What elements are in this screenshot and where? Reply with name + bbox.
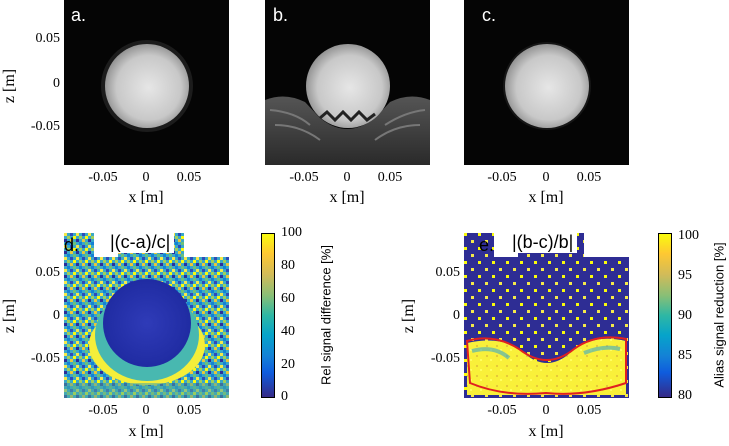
x-tick-e-3: 0.05: [576, 403, 602, 418]
panel-c-label: c.: [482, 5, 497, 25]
alias-reduction-map-e: [464, 233, 629, 398]
z-tick-top-1: 0.05: [35, 31, 61, 46]
z-tick-d-2: 0: [53, 308, 60, 323]
panel-c-image: [464, 0, 629, 165]
cbar-d-tick-1: 100: [281, 225, 302, 240]
x-tick-e-2: 0: [542, 403, 550, 418]
x-tick-d-2: 0: [142, 403, 150, 418]
mri-image-b: [265, 0, 430, 165]
colorbar-d-label: Rel signal difference [%]: [318, 245, 334, 385]
colorbar-d: [261, 233, 275, 398]
cbar-e-tick-3: 90: [678, 308, 692, 323]
z-tick-top-2: 0: [53, 76, 60, 91]
mri-image-c: [464, 0, 629, 165]
panel-b-label: b.: [273, 5, 289, 25]
z-tick-d-3: -0.05: [30, 351, 60, 366]
x-axis-label-c: x [m]: [528, 189, 564, 206]
x-tick-b-2: 0: [343, 170, 351, 185]
x-axis-label-a: x [m]: [128, 189, 164, 206]
x-tick-c-1: -0.05: [487, 170, 517, 185]
x-axis-label-b: x [m]: [329, 189, 365, 206]
cbar-d-tick-4: 40: [281, 324, 295, 339]
z-axis-label-top: z [m]: [1, 68, 18, 104]
x-tick-a-2: 0: [142, 170, 150, 185]
x-tick-c-2: 0: [542, 170, 550, 185]
x-axis-label-d: x [m]: [128, 423, 164, 440]
x-tick-b-1: -0.05: [289, 170, 319, 185]
cbar-e-tick-5: 80: [678, 388, 692, 403]
x-axis-label-e: x [m]: [528, 423, 564, 440]
x-tick-d-1: -0.05: [88, 403, 118, 418]
z-axis-label-d: z [m]: [1, 298, 18, 334]
panel-e-image: [464, 233, 629, 398]
z-tick-e-3: -0.05: [430, 351, 460, 366]
colorbar-e: [658, 233, 672, 398]
panel-b-image: [265, 0, 430, 165]
cbar-e-tick-2: 95: [678, 268, 692, 283]
x-tick-d-3: 0.05: [176, 403, 202, 418]
cbar-d-tick-6: 0: [281, 389, 288, 404]
panel-a-label: a.: [71, 5, 87, 25]
z-tick-d-1: 0.05: [35, 265, 61, 280]
cbar-d-tick-2: 80: [281, 258, 295, 273]
panel-d-label: d.: [64, 235, 80, 255]
panel-e-label: e.: [479, 235, 495, 255]
colorbar-e-label: Alias signal reduction [%]: [711, 242, 727, 388]
cbar-e-tick-1: 100: [678, 228, 699, 243]
z-tick-top-3: -0.05: [30, 119, 60, 134]
x-tick-e-1: -0.05: [487, 403, 517, 418]
cbar-d-tick-5: 20: [281, 357, 295, 372]
x-tick-a-1: -0.05: [88, 170, 118, 185]
mri-image-a: [64, 0, 229, 165]
cbar-d-tick-3: 60: [281, 291, 295, 306]
x-tick-c-3: 0.05: [576, 170, 602, 185]
panel-e-formula: |(b-c)/b|: [508, 231, 578, 253]
z-axis-label-e: z [m]: [400, 298, 417, 334]
panel-d-image: [64, 233, 229, 398]
panel-d-formula: |(c-a)/c|: [106, 231, 175, 253]
x-tick-b-3: 0.05: [377, 170, 403, 185]
x-tick-a-3: 0.05: [176, 170, 202, 185]
rel-difference-map-d: [64, 233, 229, 398]
z-tick-e-2: 0: [453, 308, 460, 323]
z-tick-e-1: 0.05: [435, 265, 461, 280]
panel-a-image: [64, 0, 229, 165]
cbar-e-tick-4: 85: [678, 348, 692, 363]
